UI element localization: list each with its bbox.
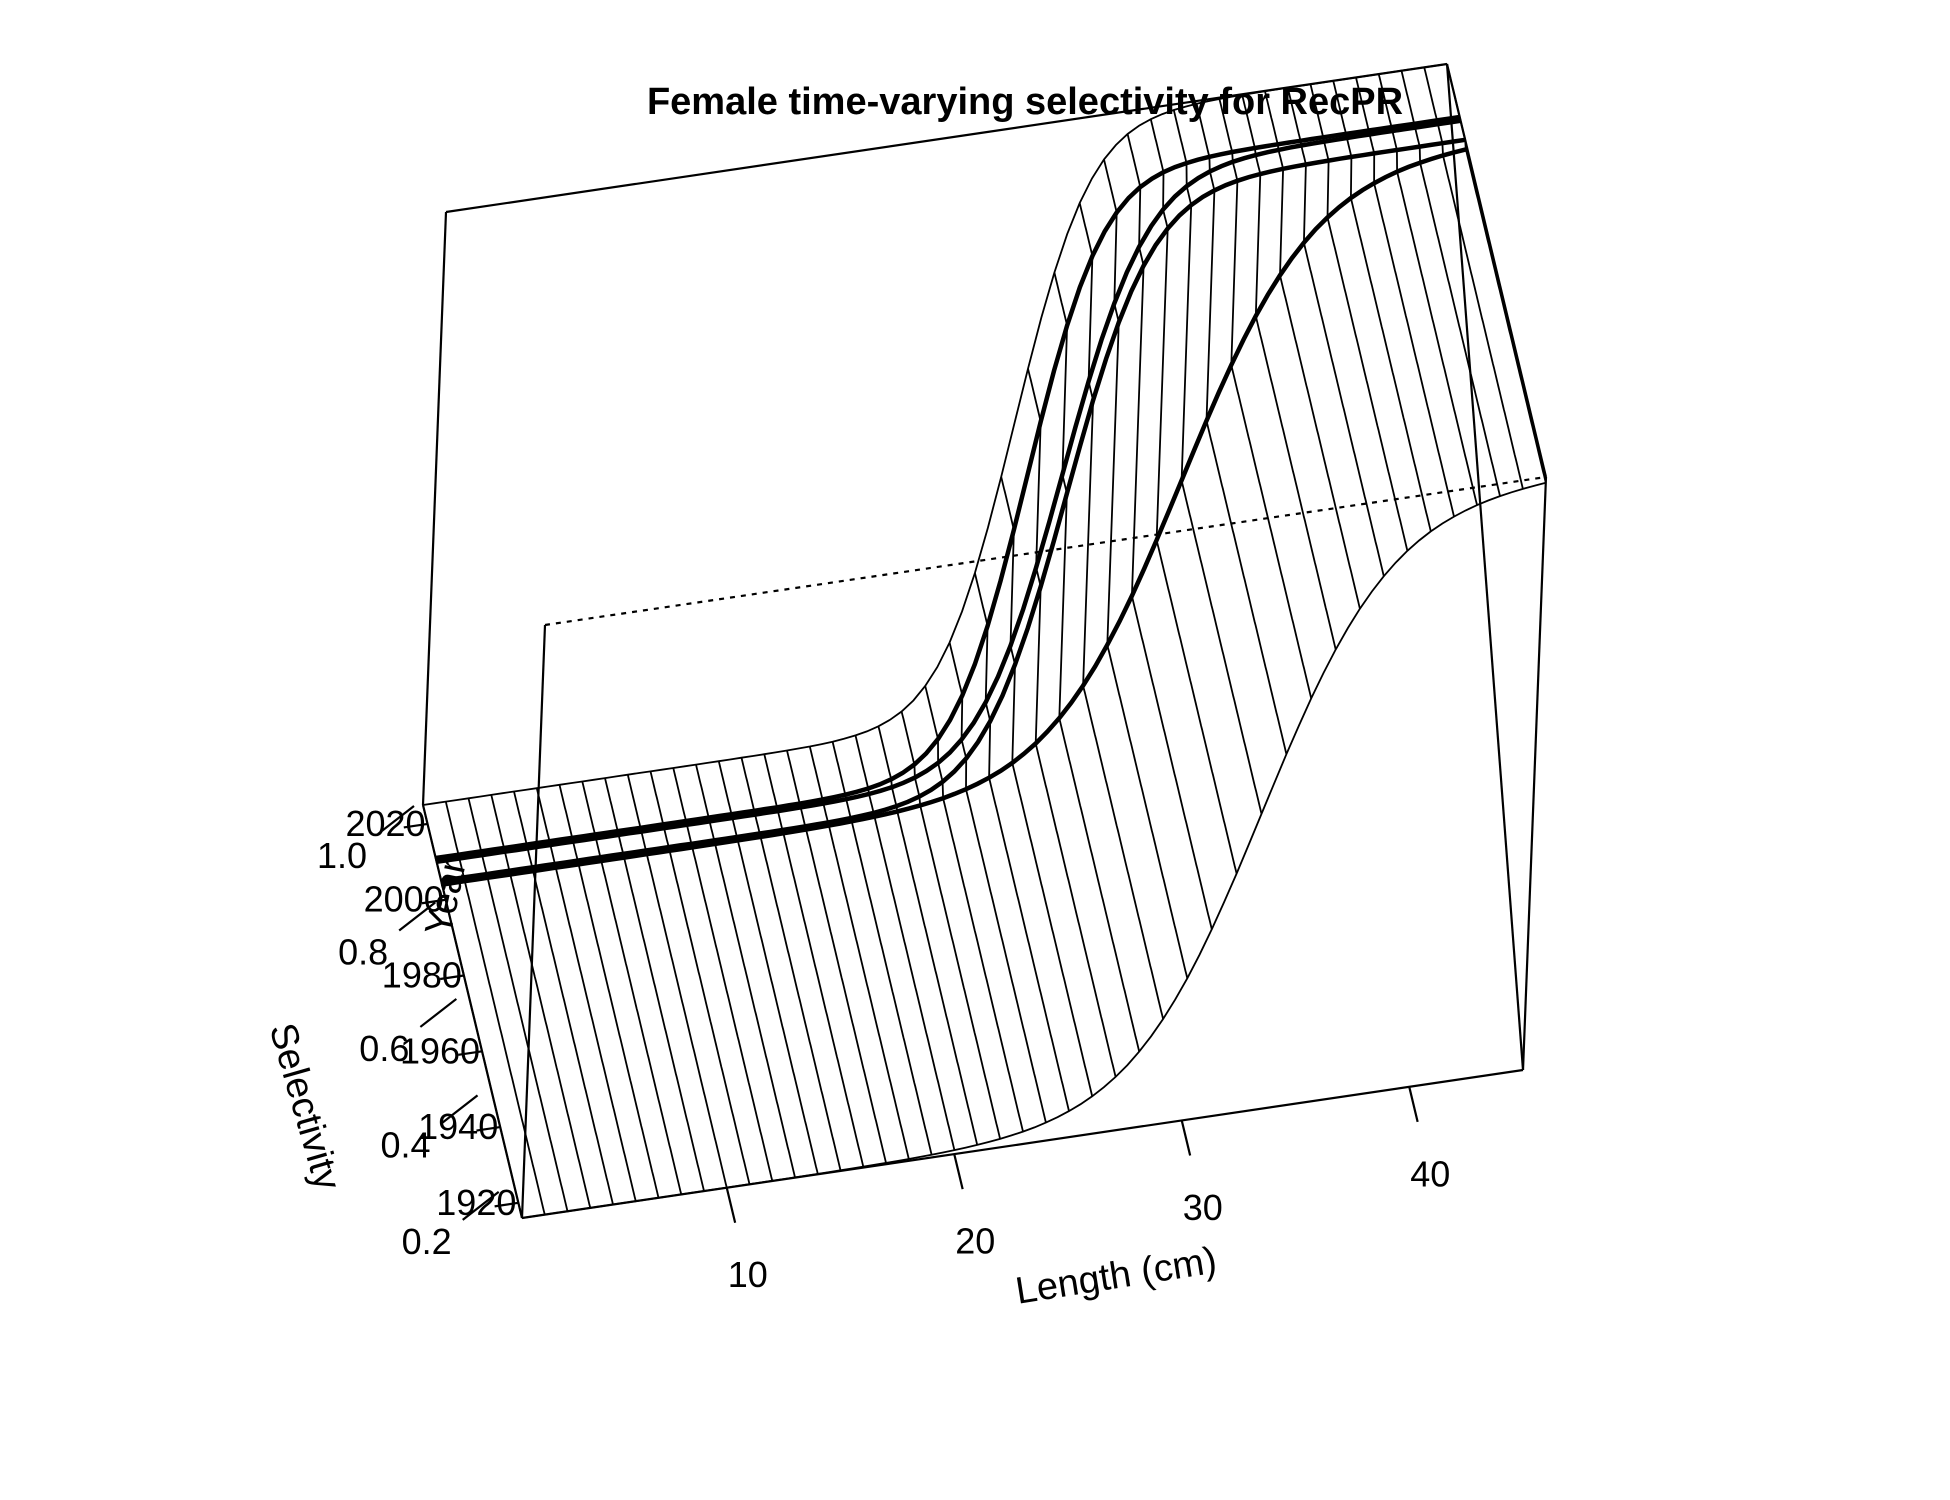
y-axis-label: Year — [418, 855, 475, 939]
x-tick-mark — [953, 1153, 964, 1190]
z-axis-label: Selectivity — [261, 1019, 349, 1195]
z-tick-label: 0.2 — [402, 1221, 452, 1262]
box-edge-right-front-vertical — [1521, 476, 1548, 1071]
z-tick-mark — [398, 901, 436, 932]
surface-length-line-5 — [513, 791, 614, 1205]
surface-length-line-42 — [1377, 73, 1478, 506]
x-axis-label: Length (cm) — [1013, 1240, 1220, 1313]
x-tick-mark — [1180, 1120, 1192, 1156]
surface-length-line-25 — [974, 572, 1070, 1112]
x-tick-mark — [725, 1187, 737, 1223]
y-tick-label: 1940 — [418, 1106, 498, 1147]
z-tick-label: 1.0 — [317, 835, 367, 876]
box-edge-hidden-top-front — [544, 475, 1547, 627]
surface-length-line-22 — [900, 711, 1001, 1140]
surface-year-line-2010 — [436, 118, 1461, 865]
surface-length-line-15 — [740, 757, 842, 1171]
box-edge-left-back-vertical — [421, 211, 448, 806]
z-tick-mark — [440, 1094, 479, 1125]
chart-title: Female time-varying selectivity for RecP… — [647, 81, 1403, 123]
surface-length-line-20 — [854, 735, 956, 1151]
z-axis: 0.2 0.4 0.6 0.8 1.0 — [317, 805, 500, 1262]
surface-length-line-39 — [1309, 84, 1409, 552]
surface-length-line-17 — [786, 750, 887, 1164]
x-tick-label: 30 — [1183, 1187, 1223, 1228]
y-tick-mark — [458, 1050, 483, 1056]
surface-length-line-29 — [1078, 202, 1164, 1020]
surface-length-line-40 — [1332, 80, 1432, 532]
x-tick-label: 20 — [955, 1221, 995, 1262]
surface-length-line-13 — [695, 764, 796, 1178]
selectivity-surface — [422, 63, 1547, 1219]
surface-length-line-4 — [490, 794, 592, 1209]
surface-length-line-18 — [808, 746, 910, 1160]
surface-length-line-21 — [877, 726, 979, 1146]
surface-length-line-7 — [558, 784, 660, 1199]
box-edge-left-bottom — [421, 804, 524, 1219]
surface-length-line-34 — [1195, 103, 1288, 755]
x-axis: 10 20 30 40 — [725, 1086, 1450, 1295]
y-tick-label: 1920 — [436, 1182, 516, 1223]
y-tick-label: 2020 — [345, 803, 425, 844]
z-tick-label: 0.4 — [380, 1124, 430, 1165]
y-tick-mark — [421, 898, 446, 905]
surface-length-line-45 — [1446, 63, 1547, 484]
surface-length-line-6 — [535, 787, 637, 1202]
y-tick-mark — [494, 1201, 519, 1208]
surface-length-line-8 — [581, 781, 683, 1195]
y-tick-mark — [439, 974, 465, 981]
y-tick-label: 2000 — [364, 879, 444, 920]
surface-length-line-11 — [649, 771, 751, 1185]
surface-length-line-33 — [1172, 109, 1263, 815]
surface-year-line-2025 — [422, 63, 1448, 806]
surface-length-line-27 — [1027, 368, 1117, 1078]
x-tick-label: 40 — [1410, 1153, 1450, 1194]
surface-length-line-19 — [831, 741, 933, 1155]
surface-length-line-32 — [1149, 118, 1238, 874]
box-edge-left-front-vertical — [520, 624, 547, 1219]
surface-length-line-28 — [1053, 272, 1141, 1052]
surface-length-line-9 — [604, 777, 705, 1192]
y-tick-label: 1960 — [400, 1030, 480, 1071]
surface-year-line-2005 — [440, 137, 1466, 884]
surface-length-line-14 — [717, 760, 819, 1175]
surface-length-line-16 — [763, 753, 865, 1167]
box-edge-front-bottom — [521, 1068, 1524, 1220]
surface-length-line-44 — [1423, 67, 1524, 490]
x-tick-label: 10 — [728, 1254, 768, 1295]
y-axis: 1920 1940 1960 1980 2000 2020 — [345, 803, 519, 1223]
surface-length-line-10 — [626, 774, 728, 1188]
plot-box-front — [421, 624, 1524, 1220]
z-tick-label: 0.8 — [338, 931, 388, 972]
y-tick-mark — [476, 1125, 501, 1132]
x-tick-mark — [1408, 1086, 1419, 1123]
surface-length-line-26 — [1000, 476, 1094, 1097]
z-tick-mark — [462, 1191, 500, 1221]
z-tick-mark — [419, 998, 458, 1028]
surface-length-line-3 — [467, 798, 569, 1212]
surface-length-line-41 — [1355, 77, 1455, 517]
z-tick-mark — [377, 805, 415, 835]
surface-length-line-38 — [1286, 87, 1385, 577]
surface-length-line-23 — [924, 685, 1024, 1132]
surface-length-line-24 — [948, 642, 1047, 1123]
surface-length-line-12 — [672, 767, 774, 1182]
surface-length-line-36 — [1241, 94, 1337, 650]
y-tick-mark — [403, 822, 428, 829]
surface-year-line-2011 — [435, 114, 1461, 861]
y-tick-label: 1980 — [382, 955, 462, 996]
surface-length-line-30 — [1103, 159, 1189, 979]
surface-length-line-37 — [1264, 90, 1361, 609]
surface-length-line-2 — [444, 801, 546, 1215]
surface-length-line-43 — [1400, 70, 1501, 497]
z-tick-label: 0.6 — [359, 1028, 409, 1069]
surface-length-line-35 — [1218, 98, 1313, 699]
box-edge-right-diagonal — [1445, 63, 1525, 1071]
surface-length-line-31 — [1126, 133, 1213, 930]
